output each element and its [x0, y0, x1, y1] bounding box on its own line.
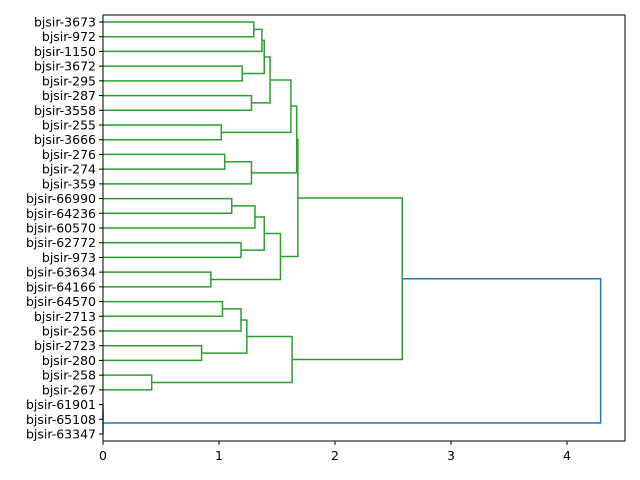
leaf-label: bjsir-287 — [42, 88, 96, 103]
leaf-label: bjsir-295 — [42, 73, 96, 88]
leaf-label: bjsir-973 — [42, 250, 96, 265]
leaf-label: bjsir-64570 — [26, 294, 96, 309]
dendrogram-link — [251, 56, 271, 104]
leaf-label: bjsir-2713 — [34, 309, 96, 324]
dendrogram-link — [103, 308, 242, 332]
leaf-label: bjsir-63347 — [26, 427, 96, 442]
leaf-label: bjsir-258 — [42, 368, 96, 383]
x-tick-label: 2 — [331, 448, 339, 463]
leaf-label: bjsir-267 — [42, 382, 96, 397]
leaf-label: bjsir-65108 — [26, 412, 96, 427]
dendrogram-link — [103, 197, 233, 215]
dendrogram-link — [103, 94, 253, 112]
leaf-label: bjsir-66990 — [26, 191, 96, 206]
leaf-label: bjsir-280 — [42, 353, 96, 368]
leaf-label: bjsir-61901 — [26, 397, 96, 412]
x-tick-label: 4 — [563, 448, 571, 463]
x-tick-label: 3 — [447, 448, 455, 463]
dendrogram-link — [221, 79, 292, 134]
x-tick-label: 1 — [215, 448, 223, 463]
x-tick-label: 0 — [99, 448, 107, 463]
dendrogram-link — [242, 39, 265, 75]
leaf-label: bjsir-3558 — [34, 103, 96, 118]
dendrogram-link — [103, 21, 255, 38]
leaf-label: bjsir-3672 — [34, 59, 96, 74]
dendrogram-link — [280, 138, 299, 258]
dendrogram-link — [103, 344, 203, 362]
dendrogram-link — [241, 216, 265, 251]
dendrogram-link — [103, 153, 226, 170]
dendrogram-link — [103, 65, 243, 82]
dendrogram-link — [103, 300, 224, 318]
leaf-label: bjsir-274 — [42, 162, 96, 177]
dendrogram-link — [103, 271, 212, 288]
dendrogram-link — [103, 161, 253, 185]
dendrogram-link — [103, 28, 263, 53]
leaf-label: bjsir-62772 — [26, 235, 96, 250]
dendrogram-link — [103, 241, 242, 259]
leaf-label: bjsir-972 — [42, 29, 96, 44]
leaf-label: bjsir-1150 — [34, 44, 96, 59]
dendrogram-link — [103, 278, 602, 424]
dendrogram-link — [292, 197, 404, 361]
leaf-label: bjsir-3673 — [34, 15, 96, 30]
leaf-label: bjsir-256 — [42, 324, 96, 339]
dendrogram-link — [103, 374, 153, 391]
dendrogram-link — [201, 319, 248, 354]
dendrogram-link — [251, 105, 298, 174]
leaf-label: bjsir-60570 — [26, 221, 96, 236]
leaf-label: bjsir-3666 — [34, 132, 96, 147]
leaf-label: bjsir-63634 — [26, 265, 96, 280]
leaf-label: bjsir-64166 — [26, 279, 96, 294]
leaf-label: bjsir-255 — [42, 118, 96, 133]
dendrogram-link — [151, 335, 293, 384]
leaf-label: bjsir-359 — [42, 176, 96, 191]
leaf-label: bjsir-2723 — [34, 338, 96, 353]
dendrogram-link — [210, 232, 282, 281]
leaf-label: bjsir-64236 — [26, 206, 96, 221]
dendrogram-link — [103, 124, 223, 141]
leaf-label: bjsir-276 — [42, 147, 96, 162]
